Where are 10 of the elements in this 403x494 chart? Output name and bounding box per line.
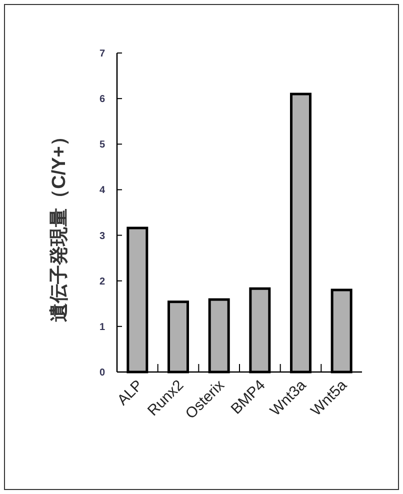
y-tick-label: 3 bbox=[99, 230, 106, 242]
y-tick-label: 2 bbox=[99, 276, 106, 288]
y-tick-label: 4 bbox=[99, 185, 106, 196]
x-tick-label: ALP bbox=[114, 376, 146, 409]
y-tick-label: 6 bbox=[99, 94, 106, 106]
y-axis-title: 遺伝子発現量（C/Y+） bbox=[49, 127, 70, 322]
y-tick-label: 1 bbox=[99, 322, 106, 333]
y-tick-label: 7 bbox=[99, 48, 106, 60]
y-tick-label: 0 bbox=[99, 368, 106, 378]
y-tick-label: 5 bbox=[99, 140, 106, 151]
